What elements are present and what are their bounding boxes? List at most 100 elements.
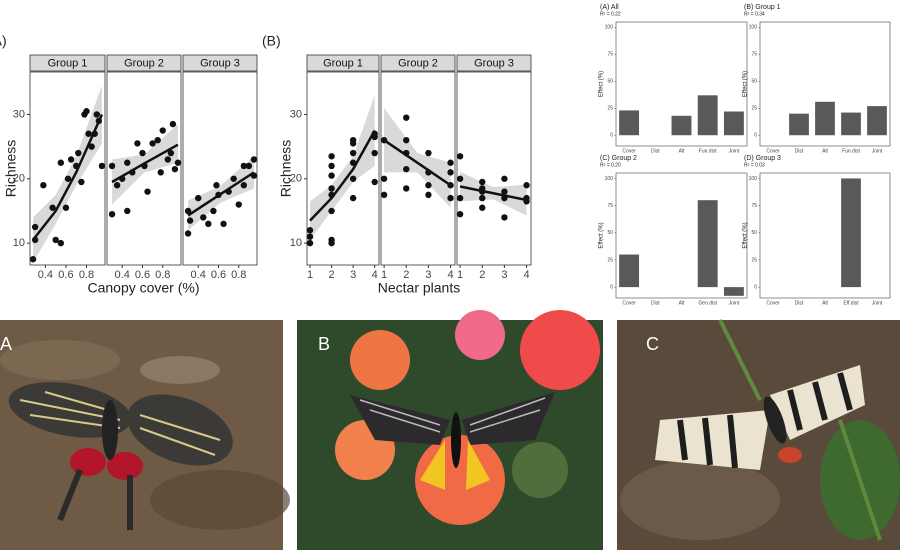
point bbox=[144, 188, 151, 195]
x-tick-label: Cover bbox=[766, 300, 780, 306]
x-tick-label: 0.6 bbox=[58, 269, 73, 281]
body bbox=[763, 396, 787, 444]
plot-frame bbox=[759, 172, 891, 299]
x-tick-label: Alt bbox=[679, 300, 685, 306]
photo-label: A bbox=[0, 334, 12, 354]
chart-subtitle: R² = 0.20 bbox=[600, 162, 621, 168]
point bbox=[349, 194, 357, 202]
bar bbox=[619, 110, 640, 136]
point bbox=[134, 140, 141, 147]
wing-stripes bbox=[677, 372, 853, 469]
point bbox=[403, 136, 410, 144]
y-tick-label: 100 bbox=[605, 176, 614, 182]
y-tick-label: 50 bbox=[607, 79, 613, 85]
flower bbox=[455, 310, 505, 360]
point bbox=[240, 162, 248, 170]
point bbox=[380, 175, 388, 182]
point bbox=[195, 194, 202, 202]
x-tick-label: 0.6 bbox=[135, 269, 150, 281]
x-tick-label: Joint bbox=[729, 300, 740, 306]
point bbox=[230, 175, 237, 182]
point bbox=[85, 130, 92, 137]
point bbox=[149, 140, 156, 147]
wing-spot bbox=[107, 452, 143, 480]
point bbox=[169, 120, 177, 128]
point bbox=[49, 204, 56, 211]
point bbox=[75, 149, 82, 157]
facet-title: Group 3 bbox=[474, 57, 514, 69]
x-tick-label: Joint bbox=[872, 148, 883, 154]
facet-strip bbox=[182, 54, 258, 72]
x-tick-label: 1 bbox=[381, 269, 387, 281]
point bbox=[328, 172, 335, 179]
point bbox=[456, 175, 464, 182]
point bbox=[523, 182, 530, 189]
flower bbox=[350, 330, 410, 390]
chart-subtitle: R² = 0.22 bbox=[600, 11, 621, 17]
point bbox=[159, 127, 166, 134]
point bbox=[447, 159, 454, 166]
y-tick-label: 25 bbox=[607, 106, 613, 112]
y-tick-label: 30 bbox=[290, 108, 302, 120]
x-tick-label: 0.4 bbox=[115, 269, 130, 281]
y-tick-label: 75 bbox=[751, 52, 757, 58]
soil-texture bbox=[150, 470, 290, 530]
point bbox=[371, 149, 378, 157]
x-tick-label: Cover bbox=[622, 300, 636, 306]
x-tick-label: Fun.dist bbox=[842, 148, 860, 154]
point bbox=[306, 233, 314, 240]
y-tick-label: 25 bbox=[607, 257, 613, 263]
y-tick-label: 20 bbox=[290, 173, 302, 185]
bar bbox=[867, 106, 887, 136]
point bbox=[200, 214, 207, 221]
bar bbox=[815, 101, 835, 136]
point bbox=[124, 207, 131, 215]
y-axis-title: Richness bbox=[278, 140, 294, 198]
bar bbox=[841, 112, 861, 136]
wing bbox=[127, 394, 233, 466]
leaves bbox=[512, 442, 568, 498]
x-tick-label: 4 bbox=[448, 269, 454, 281]
point bbox=[328, 185, 335, 192]
x-tick-label: 4 bbox=[524, 269, 530, 281]
x-tick-label: 0.8 bbox=[231, 269, 246, 281]
point bbox=[447, 169, 454, 176]
photo-c bbox=[617, 319, 900, 550]
point bbox=[447, 194, 454, 202]
y-axis-title: Effect (%) bbox=[599, 71, 605, 97]
point bbox=[328, 153, 335, 160]
point bbox=[57, 239, 65, 247]
leaf-litter bbox=[620, 460, 780, 540]
point bbox=[184, 207, 192, 215]
chart-title: (D) Group 3 bbox=[744, 155, 781, 162]
panel-label: (A) bbox=[0, 33, 7, 49]
point bbox=[64, 175, 72, 182]
x-tick-label: Eff.dist bbox=[843, 300, 859, 306]
grass bbox=[718, 319, 882, 541]
point bbox=[245, 162, 253, 170]
point bbox=[29, 256, 37, 263]
facet-strip bbox=[106, 54, 182, 72]
bar bbox=[723, 111, 744, 136]
point bbox=[501, 175, 508, 182]
point bbox=[479, 204, 486, 211]
point bbox=[349, 149, 357, 157]
x-tick-label: 0.6 bbox=[211, 269, 226, 281]
fit-line bbox=[32, 113, 104, 241]
point bbox=[306, 227, 314, 234]
x-tick-label: 3 bbox=[350, 269, 356, 281]
point bbox=[456, 194, 464, 202]
point bbox=[164, 156, 172, 163]
soil-texture bbox=[140, 356, 220, 384]
point bbox=[139, 149, 146, 157]
y-tick-label: 0 bbox=[610, 284, 613, 290]
photo-a bbox=[0, 320, 290, 550]
x-tick-label: Alt bbox=[679, 148, 685, 154]
facet-strip bbox=[306, 54, 380, 72]
x-tick-label: 2 bbox=[479, 269, 485, 281]
photo-label: C bbox=[646, 334, 659, 354]
y-tick-label: 75 bbox=[751, 203, 757, 209]
facet-title: Group 1 bbox=[48, 57, 88, 69]
y-axis-title: Richness bbox=[3, 140, 19, 198]
